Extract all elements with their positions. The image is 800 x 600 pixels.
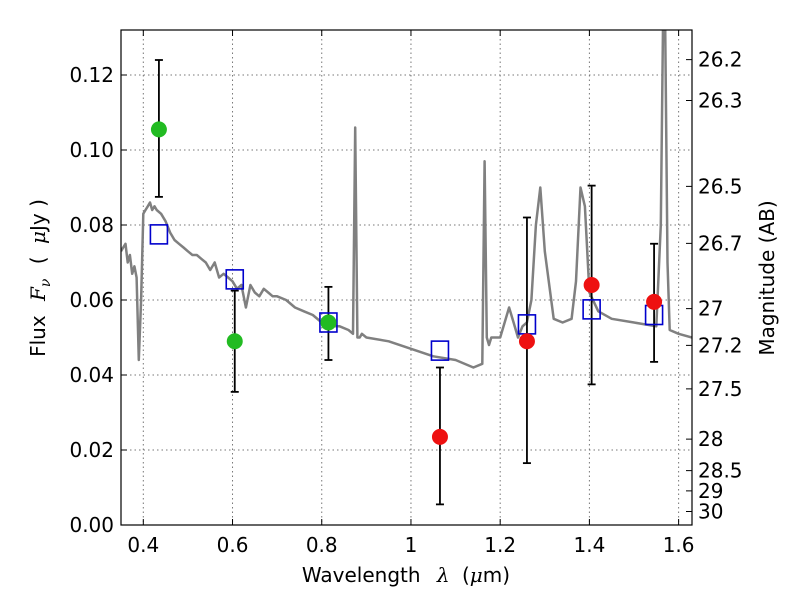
y-tick-label: 0.00 [69, 513, 114, 537]
x-tick-label: 1 [405, 533, 418, 557]
spectrum-line [121, 30, 692, 369]
observed-point [583, 277, 600, 293]
spectrum-layer [121, 30, 692, 369]
x-axis-label-unit-rest: m) [483, 563, 510, 587]
plot-frame [120, 29, 693, 526]
model-square [225, 269, 245, 290]
observed-point [226, 333, 243, 350]
x-tick-label: 0.4 [127, 533, 159, 557]
observed-point [431, 428, 448, 445]
y-axis-label-subscript: ν [38, 278, 54, 287]
observed-point [320, 314, 337, 331]
y-tick-label: 0.10 [69, 138, 114, 162]
x-tick-label: 1.4 [573, 533, 605, 557]
y-tick-label: 0.12 [69, 63, 114, 87]
x-axis-label-unit-open: ( [462, 563, 470, 587]
y2-tick-label: 26.7 [698, 231, 743, 255]
y2-tick-label: 27 [698, 297, 723, 321]
y-axis-label-unit-mu: μ [26, 231, 50, 244]
observed-point [150, 121, 167, 138]
y-tick-label: 0.06 [69, 288, 114, 312]
x-axis-label-symbol: λ [436, 563, 450, 587]
observed-point [646, 293, 663, 310]
y-axis-label-unit-rest: Jy ) [26, 199, 50, 233]
model-square [319, 312, 338, 333]
model-square [149, 224, 169, 245]
y-axis-label-text: Flux [26, 315, 50, 357]
y2-tick-label: 27.2 [698, 333, 743, 357]
y2-axis-label: Magnitude (AB) [755, 200, 779, 355]
y-axis-label-symbol: F [26, 286, 50, 302]
x-tick-label: 0.6 [217, 533, 249, 557]
observed-points-layer [150, 121, 663, 445]
x-axis-label-text: Wavelength [302, 563, 421, 587]
x-tick-label: 0.8 [306, 533, 338, 557]
y2-tick-label: 30 [698, 500, 723, 524]
y2-tick-label: 26.3 [698, 89, 743, 113]
observed-point [518, 333, 535, 350]
y2-tick-label: 27.5 [698, 377, 743, 401]
model-square [430, 340, 450, 361]
x-tick-label: 1.6 [663, 533, 695, 557]
grid [121, 30, 692, 526]
y-tick-label: 0.02 [69, 438, 114, 462]
x-axis-label: Wavelength λ (μm) [302, 563, 510, 587]
y2-tick-label: 28.5 [698, 459, 743, 483]
tick-layer: 0.4 0.6 0.8 1 1.2 1.4 1.6 0.00 0.02 0.04 0.06 0.08 0… [69, 30, 743, 557]
model-square [582, 299, 601, 320]
y-tick-label: 0.08 [69, 213, 114, 237]
y2-tick-label: 26.5 [698, 174, 743, 198]
x-tick-label: 1.2 [484, 533, 516, 557]
x-axis-label-unit-mu: μ [470, 563, 483, 587]
y2-tick-label: 26.2 [698, 48, 743, 72]
y2-tick-label: 29 [698, 479, 723, 503]
y2-tick-label: 28 [698, 427, 723, 451]
y-axis-label-unit-open: ( [26, 256, 50, 264]
y-axis-label: Flux Fν ( μJy ) [26, 199, 55, 357]
y-tick-label: 0.04 [69, 363, 114, 387]
